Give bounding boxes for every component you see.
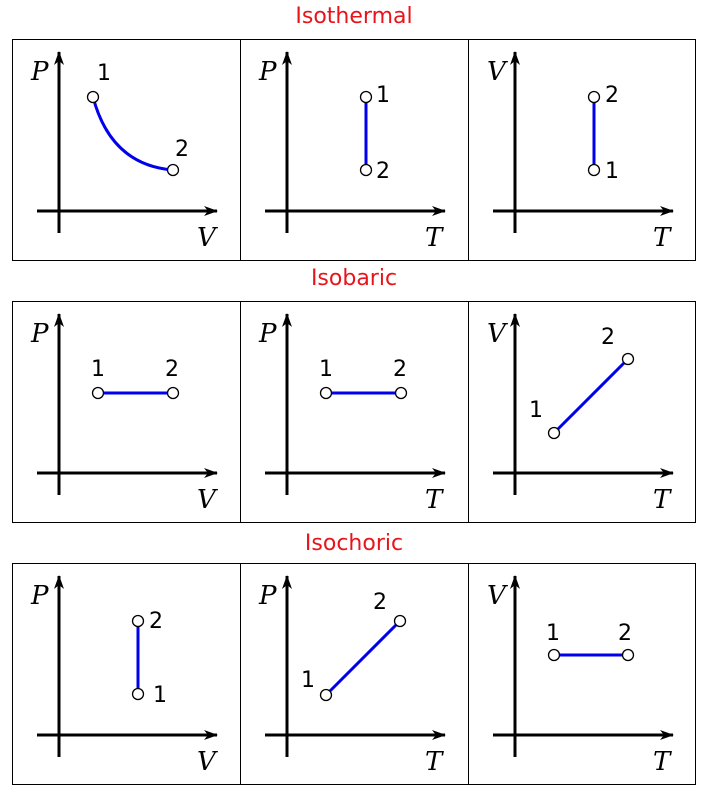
x-axis-label: T (425, 747, 444, 777)
state-label-2: 2 (149, 609, 163, 634)
state-label-1: 1 (319, 357, 333, 382)
panel-isobaric-pt: P T 1 2 (240, 302, 467, 522)
section-title-isothermal: Isothermal (295, 4, 413, 29)
state-point-2 (131, 614, 145, 628)
state-label-1: 1 (301, 668, 315, 693)
state-point-1 (131, 687, 145, 701)
x-axis-label: T (425, 485, 444, 515)
state-point-2 (394, 614, 407, 628)
panel-isochoric-pt: P T 1 2 (240, 564, 467, 784)
process-line (325, 619, 402, 697)
diagram-isobaric-vt: V T 1 2 (487, 313, 674, 515)
state-label-2: 2 (165, 357, 179, 382)
panel-isobaric-vt: V T 1 2 (467, 302, 695, 522)
state-point-2 (166, 163, 180, 177)
x-axis-label: T (653, 747, 672, 777)
state-label-2: 2 (601, 325, 615, 350)
state-point-2 (587, 90, 600, 104)
state-point-1 (86, 90, 100, 104)
y-axis-label: V (487, 581, 508, 611)
state-label-1: 1 (91, 357, 105, 382)
state-point-2 (395, 386, 408, 400)
state-label-1: 1 (546, 621, 560, 646)
panel-isochoric-pv: P V 2 1 (13, 564, 240, 784)
row-isothermal: P V 1 2 P T 1 2 V T (12, 39, 696, 261)
state-label-1: 1 (97, 61, 111, 86)
y-axis-label: V (487, 319, 508, 349)
diagram-isothermal-vt: V T 2 1 (487, 51, 674, 253)
diagram-isochoric-pt: P T 1 2 (258, 575, 447, 777)
section-title-isobaric: Isobaric (310, 266, 398, 291)
state-point-1 (547, 426, 560, 440)
state-point-1 (320, 688, 333, 702)
state-point-2 (166, 386, 180, 400)
panel-isothermal-pt: P T 1 2 (240, 40, 467, 260)
state-point-2 (621, 352, 634, 366)
row-isochoric: P V 2 1 P T 1 2 V T (12, 563, 696, 785)
x-axis-label: V (197, 223, 218, 253)
state-label-2: 2 (605, 83, 619, 108)
panel-isothermal-pv: P V 1 2 (13, 40, 240, 260)
y-axis-label: P (258, 581, 277, 611)
state-label-1: 1 (153, 683, 167, 708)
process-line (552, 357, 629, 435)
y-axis-label: P (30, 319, 49, 349)
x-axis-label: T (653, 485, 672, 515)
state-label-1: 1 (605, 159, 619, 184)
panel-isobaric-pv: P V 1 2 (13, 302, 240, 522)
x-axis-label: T (425, 223, 444, 253)
state-label-1: 1 (529, 398, 543, 423)
diagram-isochoric-pv: P V 2 1 (30, 575, 218, 777)
x-axis-label: T (653, 223, 672, 253)
y-axis-label: P (258, 319, 277, 349)
state-point-1 (547, 648, 560, 662)
state-label-2: 2 (393, 357, 407, 382)
diagram-isobaric-pv: P V 1 2 (30, 313, 218, 515)
diagram-isothermal-pv: P V 1 2 (30, 51, 218, 253)
state-label-1: 1 (376, 83, 390, 108)
state-point-1 (587, 163, 600, 177)
y-axis-label: P (30, 57, 49, 87)
state-point-1 (360, 90, 373, 104)
state-point-1 (91, 386, 105, 400)
panel-isothermal-vt: V T 2 1 (467, 40, 695, 260)
section-title-isochoric: Isochoric (304, 531, 404, 556)
state-point-1 (320, 386, 333, 400)
y-axis-label: V (487, 57, 508, 87)
row-isobaric: P V 1 2 P T 1 2 V T (12, 301, 696, 523)
diagram-isochoric-vt: V T 1 2 (487, 575, 674, 777)
x-axis-label: V (197, 485, 218, 515)
state-label-2: 2 (175, 137, 189, 162)
y-axis-label: P (258, 57, 277, 87)
y-axis-label: P (30, 581, 49, 611)
process-curve (91, 96, 174, 172)
state-label-2: 2 (376, 159, 390, 184)
state-point-2 (360, 163, 373, 177)
diagram-isobaric-pt: P T 1 2 (258, 313, 447, 515)
state-label-2: 2 (618, 621, 632, 646)
panel-isochoric-vt: V T 1 2 (467, 564, 695, 784)
diagram-isothermal-pt: P T 1 2 (258, 51, 447, 253)
x-axis-label: V (197, 747, 218, 777)
state-point-2 (621, 648, 634, 662)
state-label-2: 2 (373, 590, 387, 615)
